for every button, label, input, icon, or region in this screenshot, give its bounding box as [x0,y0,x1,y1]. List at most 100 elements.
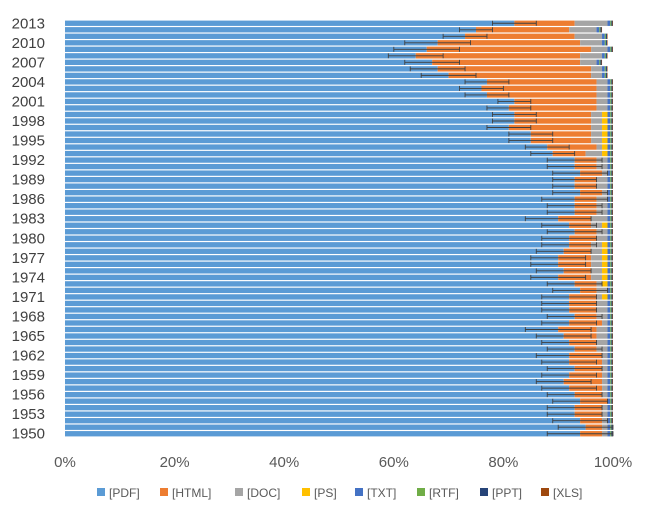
bar-pdf-1965 [65,333,564,339]
bar-html-2006 [437,66,592,72]
error-bar-1968 [546,313,603,319]
bar-xls-2001 [612,98,613,105]
legend-swatch-ppt [480,488,488,496]
bar-doc-2004 [596,79,608,85]
bar-rtf-1959 [610,372,612,378]
bar-rtf-2012 [599,27,601,33]
bar-txt-1992 [607,157,611,163]
bar-xls-1954 [612,405,613,411]
x-tick-label-0: 0% [54,454,76,471]
bar-ppt-1968 [611,313,613,320]
bar-rtf-2003 [610,85,612,92]
bar-ppt-1966 [611,326,613,333]
y-tick-label-1962: 1962 [12,348,45,365]
bar-pdf-2013 [65,20,515,26]
bar-pdf-1974 [65,274,559,281]
bar-xls-1996 [612,131,613,137]
bar-ppt-1957 [611,385,613,391]
bar-pdf-1951 [65,424,586,430]
error-bar-1995 [508,138,554,144]
bar-txt-1967 [607,320,611,326]
bar-pdf-1983 [65,216,559,222]
bar-doc-2010 [580,40,603,46]
error-bar-1955 [552,398,608,404]
bar-xls-1995 [612,137,613,144]
error-bar-1964 [541,340,598,346]
bar-xls-1966 [612,326,613,333]
bar-ppt-1976 [611,261,613,267]
legend-label-rtf: [RTF] [429,486,459,500]
bar-doc-1989 [596,176,608,183]
error-bar-1966 [524,326,592,332]
bar-html-2009 [426,46,592,52]
bar-doc-1995 [591,137,603,144]
legend-item-ppt: [PPT] [480,486,522,500]
bar-doc-1999 [591,111,603,118]
bar-txt-2001 [607,98,611,105]
bar-ppt-1999 [611,111,613,118]
y-tick-label-1992: 1992 [12,152,45,169]
bar-rtf-1988 [610,183,612,189]
bar-ps-1979 [602,242,608,248]
error-bar-1959 [541,372,598,378]
bar-pdf-1986 [65,196,575,202]
bar-xls-1952 [612,418,613,424]
bar-xls-1988 [612,183,613,189]
error-bar-1971 [541,294,598,300]
bar-ps-1978 [602,248,608,254]
bar-html-1999 [514,111,592,118]
bar-doc-1961 [602,359,608,365]
bar-xls-1980 [612,235,613,241]
legend-item-doc: [DOC] [235,486,280,500]
error-bar-1967 [541,320,598,326]
error-bar-1960 [546,366,603,372]
bar-pdf-2000 [65,105,509,111]
bar-rtf-1971 [610,294,612,300]
legend-swatch-rtf [417,488,425,496]
bar-ppt-1960 [611,365,613,372]
bar-rtf-1952 [610,418,612,424]
bar-ppt-2013 [611,20,613,26]
error-bar-2006 [409,66,466,72]
error-bar-2011 [442,33,488,39]
bar-doc-1965 [596,333,608,339]
bar-rtf-2009 [610,46,612,52]
bar-xls-1958 [612,378,613,385]
error-bar-2010 [404,40,471,46]
bar-pdf-2002 [65,92,487,98]
bar-txt-1979 [607,242,611,248]
y-tick-label-1977: 1977 [12,250,45,267]
bar-txt-1960 [607,365,611,372]
bar-pdf-2009 [65,46,427,52]
legend-label-ps: [PS] [314,486,337,500]
bar-xls-1969 [612,307,613,313]
bar-txt-1983 [607,216,611,222]
bar-ppt-2000 [611,105,613,111]
bar-txt-2004 [607,79,611,85]
bar-pdf-1999 [65,111,515,118]
bar-rtf-1967 [610,320,612,326]
bar-doc-1964 [596,339,608,346]
error-bar-1965 [535,333,592,339]
bar-txt-1963 [607,346,611,352]
bar-pdf-1991 [65,163,575,170]
bar-ppt-1970 [611,300,613,307]
bar-txt-1973 [607,281,611,287]
legend-swatch-ps [302,488,310,496]
bar-html-2011 [465,33,575,39]
error-bar-1956 [546,392,603,398]
bar-xls-1991 [612,163,613,170]
bar-xls-2008 [606,53,608,59]
bar-rtf-1954 [610,405,612,411]
bar-pdf-1984 [65,209,575,215]
bar-rtf-1990 [610,170,612,176]
bar-txt-2010 [602,40,605,46]
error-bar-1982 [541,222,598,228]
legend-item-xls: [XLS] [541,486,582,500]
error-bar-1983 [524,216,592,222]
bar-xls-1992 [612,157,613,163]
bar-pdf-1979 [65,242,570,248]
bar-rtf-1987 [610,189,612,196]
bar-ppt-2012 [600,27,602,33]
bar-txt-1970 [607,300,611,307]
